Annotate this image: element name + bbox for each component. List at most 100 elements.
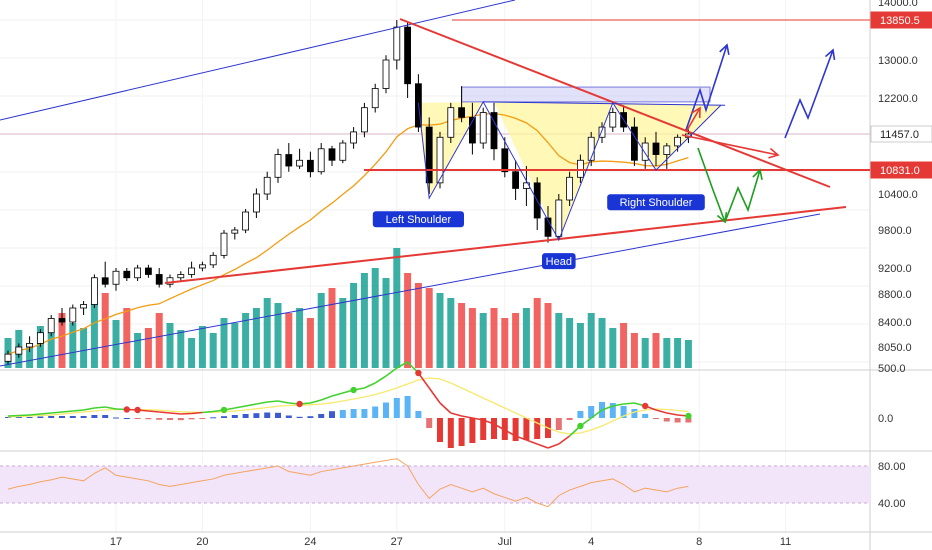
macd-line-segment <box>374 375 387 384</box>
head-label-bg <box>542 253 576 270</box>
volume-bar <box>501 318 509 368</box>
volume-bar <box>328 288 336 368</box>
macd-histogram-bar <box>188 418 195 420</box>
macd-histogram-bar <box>480 418 487 440</box>
candle-body <box>188 267 196 275</box>
macd-histogram-bar <box>296 416 303 418</box>
macd-line-segment <box>72 409 84 412</box>
price-marker-current-bg <box>870 125 932 143</box>
volume-bar <box>684 340 692 368</box>
time-tick-label: 8 <box>696 536 702 548</box>
macd-histogram-bar <box>91 415 98 418</box>
macd-cross-dot <box>134 406 141 414</box>
macd-histogram-bar <box>123 418 130 419</box>
macd-histogram-bar <box>199 418 206 419</box>
price-tick-label: 8400.0 <box>878 317 912 329</box>
projection-arrow-red-up <box>685 107 701 133</box>
trendlines <box>0 0 870 367</box>
macd-histogram-bar <box>285 415 292 418</box>
macd-line-segment <box>450 412 462 417</box>
pattern-labels: Left Shoulder Head Right Shoulder <box>372 194 705 270</box>
candle-body <box>350 131 358 144</box>
candle-body <box>663 145 671 155</box>
volume-bar <box>630 333 638 368</box>
macd-line-segment <box>612 403 624 407</box>
time-axis[interactable]: 17 20 24 27 Jul 4 8 11 <box>110 536 791 548</box>
candle-body <box>425 126 433 184</box>
volume-bar <box>620 323 628 368</box>
volume-bar <box>414 283 422 368</box>
descending-resistance-line <box>399 18 831 188</box>
macd-line-segment <box>385 367 398 377</box>
macd-histogram-bar <box>177 418 184 421</box>
macd-histogram-bar <box>275 412 281 418</box>
macd-line-segment <box>558 435 571 445</box>
volume-bar <box>393 248 401 368</box>
candle-body <box>220 232 228 256</box>
macd-histogram-bar <box>383 402 389 418</box>
moving-average-line <box>7 112 689 355</box>
candle-body <box>404 26 412 85</box>
pattern-left-shoulder <box>418 101 484 199</box>
volume-bar <box>350 283 358 368</box>
candle-body <box>652 142 660 155</box>
volume-bar <box>26 343 34 368</box>
candle-body <box>58 318 66 323</box>
macd-line-segment <box>7 414 19 417</box>
rsi-line <box>7 458 689 508</box>
candle-body <box>242 211 250 231</box>
volume-bar <box>479 313 487 368</box>
volume-bar <box>436 293 444 368</box>
volume-bar <box>425 288 433 368</box>
volume-bar <box>317 293 325 368</box>
macd-histogram-bar <box>393 398 400 418</box>
macd-histogram-bar <box>674 418 681 423</box>
volume-bar <box>404 273 412 368</box>
macd-line-segment <box>51 411 63 414</box>
macd-tick-label: 500.0 <box>878 363 906 375</box>
candle-body <box>436 136 444 184</box>
candle-body <box>91 277 98 305</box>
candle-body <box>209 254 217 266</box>
candle-body <box>101 277 109 285</box>
macd-histogram-bar <box>631 409 638 418</box>
resistance-zone <box>461 86 711 103</box>
candle-body <box>360 107 368 133</box>
macd-histogram-bar <box>620 406 627 418</box>
candle-body <box>631 126 638 161</box>
volume-bar <box>360 273 368 368</box>
candle-body <box>155 274 163 285</box>
volume-bar <box>177 330 185 368</box>
volume-bar <box>101 293 109 368</box>
projection-arrow-green-up-head <box>752 168 763 180</box>
candle-body <box>252 193 260 213</box>
macd-histogram-bar <box>437 418 443 442</box>
projection-arrow-red-right-head <box>768 147 780 159</box>
projection-arrow-blue-long-head <box>824 48 836 61</box>
volume-bar <box>587 313 595 368</box>
macd-histogram-bar <box>156 418 163 420</box>
macd-histogram-bar <box>372 406 379 418</box>
volume-bar <box>220 318 228 368</box>
time-tick-label: 20 <box>196 536 208 548</box>
pattern-head <box>494 101 613 241</box>
macd-line-segment <box>83 407 95 411</box>
macd-histogram-bar <box>26 417 33 418</box>
macd-histogram-bar <box>523 418 530 440</box>
candle-body <box>609 112 617 128</box>
macd-line-segment <box>320 395 333 401</box>
macd-line-segment <box>590 409 603 419</box>
time-tick-label: 27 <box>391 536 403 548</box>
macd-histogram-bar <box>318 414 325 418</box>
volume-bar <box>663 338 671 368</box>
candle-body <box>458 107 466 118</box>
price-axis[interactable]: 13000.0 12200.0 10400.0 9800.0 9200.0 8800.0 8… <box>870 0 932 354</box>
macd-histogram-bar <box>415 411 422 418</box>
volume-bar <box>80 328 88 368</box>
candle-body <box>641 142 649 161</box>
rsi-tick-label: 40.00 <box>878 498 906 510</box>
macd-line-segment <box>547 443 560 449</box>
rsi-tick-label: 80.00 <box>878 461 906 473</box>
macd-line-segment <box>461 415 473 419</box>
macd-line-segment <box>234 405 246 409</box>
